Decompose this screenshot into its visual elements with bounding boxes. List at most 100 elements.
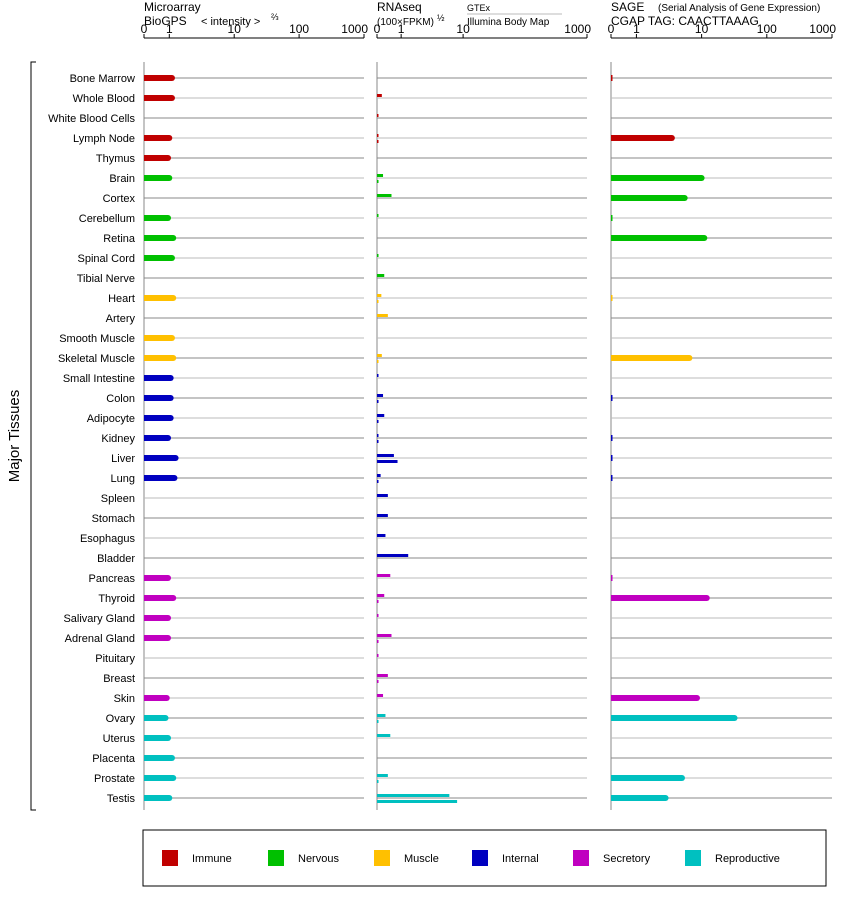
rnaseq-gtex-bar-heart (377, 294, 382, 297)
sage-tick-label-0: 0 (608, 22, 615, 36)
tissue-label-stomach: Stomach (92, 513, 135, 525)
tissue-label-pancreas: Pancreas (89, 573, 136, 585)
rnaseq-unit: (100×FPKM) (377, 17, 434, 28)
microarray-bar-adrenal-gland (144, 635, 169, 641)
microarray-bar-cap-retina (170, 235, 177, 241)
microarray-unit-exponent: ⅔ (271, 12, 279, 22)
rnaseq-ibm-bar-brain (377, 180, 379, 183)
microarray-bar-brain (144, 175, 170, 181)
legend-label-secretory: Secretory (603, 853, 651, 865)
microarray-bar-pancreas (144, 575, 169, 581)
microarray-bar-cap-testis (166, 795, 173, 801)
sage-bar-cap-ovary (731, 715, 738, 721)
microarray-bar-cap-adipocyte (167, 415, 174, 421)
sage-bar-cap-cortex (681, 195, 688, 201)
tissue-label-cortex: Cortex (103, 193, 136, 205)
microarray-bar-cap-bone-marrow (168, 75, 175, 81)
rnaseq-gtex-bar-skeletal-muscle (377, 354, 382, 357)
rnaseq-gtex-bar-skin (377, 694, 384, 697)
legend-swatch-reproductive (685, 850, 701, 866)
rnaseq-tick-label-0: 0 (374, 22, 381, 36)
rnaseq-gtex-bar-testis (377, 794, 450, 797)
microarray-bar-cap-colon (167, 395, 174, 401)
rnaseq-gtex-bar-whole-blood (377, 94, 382, 97)
microarray-bar-cap-pancreas (165, 575, 172, 581)
sage-bar-cap-skeletal-muscle (686, 355, 693, 361)
microarray-tick-label-0: 0 (141, 22, 148, 36)
rnaseq-gtex-bar-brain (377, 174, 384, 177)
microarray-bar-colon (144, 395, 171, 401)
rnaseq-tick-label-1000: 1000 (564, 22, 591, 36)
tissue-label-testis: Testis (107, 793, 136, 805)
microarray-bar-lymph-node (144, 135, 170, 141)
microarray-bar-cap-salivary-gland (165, 615, 172, 621)
tissue-label-lymph-node: Lymph Node (73, 133, 135, 145)
sage-bar-cap-prostate (678, 775, 685, 781)
rnaseq-gtex-bar-prostate (377, 774, 388, 777)
sage-bar-liver (611, 455, 613, 461)
sage-bar-brain (611, 175, 702, 181)
sage-bar-skin (611, 695, 698, 701)
sage-bar-testis (611, 795, 666, 801)
rnaseq-gtex-bar-adrenal-gland (377, 634, 392, 637)
microarray-source: BioGPS (144, 14, 187, 28)
rnaseq-gtex-bar-spleen (377, 494, 388, 497)
sage-bar-cap-thyroid (703, 595, 710, 601)
rnaseq-title: RNAseq (377, 0, 422, 14)
microarray-tick-label-100: 100 (289, 22, 309, 36)
tissue-label-lung: Lung (111, 473, 135, 485)
tissue-label-smooth-muscle: Smooth Muscle (59, 333, 135, 345)
sage-title: SAGE (611, 0, 644, 14)
rnaseq-gtex-bar-white-blood-cells (377, 114, 379, 117)
microarray-bar-cap-skin (163, 695, 170, 701)
tissue-label-thymus: Thymus (96, 153, 136, 165)
microarray-bar-adipocyte (144, 415, 171, 421)
microarray-bar-testis (144, 795, 170, 801)
microarray-bar-heart (144, 295, 174, 301)
tissue-label-tibial-nerve: Tibial Nerve (77, 273, 135, 285)
microarray-unit: < intensity > (201, 16, 260, 28)
rnaseq-gtex-bar-esophagus (377, 534, 386, 537)
microarray-bar-spinal-cord (144, 255, 172, 261)
legend-label-muscle: Muscle (404, 853, 439, 865)
legend-swatch-nervous (268, 850, 284, 866)
sage-bar-cap-retina (701, 235, 708, 241)
sage-bar-ovary (611, 715, 735, 721)
tissue-label-adipocyte: Adipocyte (87, 413, 135, 425)
tissue-label-spinal-cord: Spinal Cord (78, 253, 135, 265)
microarray-bar-cerebellum (144, 215, 169, 221)
rnaseq-ibm-bar-lung (377, 480, 379, 483)
sage-bar-cap-brain (698, 175, 705, 181)
tissue-label-uterus: Uterus (103, 733, 136, 745)
tissue-label-liver: Liver (111, 453, 135, 465)
tissue-label-esophagus: Esophagus (80, 533, 136, 545)
rnaseq-gtex-bar-spinal-cord (377, 254, 379, 257)
rnaseq-series-ibm-label: Illumina Body Map (467, 17, 550, 28)
microarray-bar-skin (144, 695, 167, 701)
rnaseq-gtex-bar-ovary (377, 714, 386, 717)
microarray-bar-cap-spinal-cord (168, 255, 175, 261)
tissue-label-bladder: Bladder (97, 553, 135, 565)
legend-label-reproductive: Reproductive (715, 853, 780, 865)
rnaseq-ibm-bar-testis (377, 800, 458, 803)
tissue-label-pituitary: Pituitary (95, 653, 135, 665)
microarray-bar-cap-thymus (165, 155, 172, 161)
microarray-bar-kidney (144, 435, 169, 441)
sage-bar-heart (611, 295, 613, 301)
microarray-bar-cap-cerebellum (165, 215, 172, 221)
rnaseq-gtex-bar-tibial-nerve (377, 274, 385, 277)
microarray-bar-cap-adrenal-gland (165, 635, 172, 641)
tissue-label-thyroid: Thyroid (98, 593, 135, 605)
rnaseq-ibm-bar-colon (377, 400, 379, 403)
rnaseq-ibm-bar-ovary (377, 720, 379, 723)
tissue-label-bone-marrow: Bone Marrow (70, 73, 135, 85)
legend-label-immune: Immune (192, 853, 232, 865)
sage-bar-prostate (611, 775, 682, 781)
tissue-label-artery: Artery (106, 313, 136, 325)
sage-bar-cap-lymph-node (668, 135, 675, 141)
rnaseq-gtex-bar-kidney (377, 434, 379, 437)
rnaseq-ibm-bar-prostate (377, 780, 379, 783)
sage-tick-label-1: 1 (633, 22, 640, 36)
microarray-bar-cap-liver (172, 455, 179, 461)
rnaseq-tick-label-10: 10 (456, 22, 470, 36)
